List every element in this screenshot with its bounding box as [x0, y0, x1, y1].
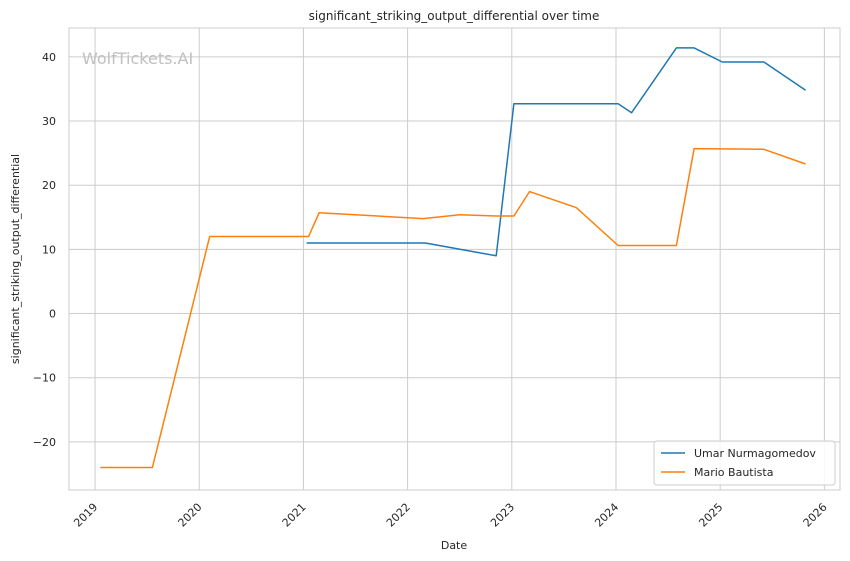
- y-axis-label: significant_striking_output_differential: [9, 154, 22, 364]
- watermark: WolfTickets.AI: [82, 49, 193, 68]
- series-line-mario-bautista: [100, 147, 806, 469]
- y-tick-label: −20: [33, 436, 56, 449]
- y-tick-label: −10: [33, 372, 56, 385]
- plot-frame: [68, 27, 841, 491]
- chart-title: significant_striking_output_differential…: [309, 9, 600, 23]
- legend-label-mario: Mario Bautista: [694, 466, 773, 479]
- y-tick-label: 10: [42, 243, 56, 256]
- series-line-umar-nurmagomedov: [306, 47, 807, 257]
- y-tick-label: 30: [42, 115, 56, 128]
- legend-box: [653, 440, 836, 486]
- legend-label-umar: Umar Nurmagomedov: [694, 447, 816, 460]
- y-tick-label: 0: [49, 308, 56, 321]
- y-tick-label: 40: [42, 51, 56, 64]
- x-axis-label: Date: [441, 539, 468, 552]
- y-tick-label: 20: [42, 179, 56, 192]
- y-axis-ticks: −20 −10 0 10 20 30 40: [33, 51, 56, 449]
- legend: Umar Nurmagomedov Mario Bautista: [653, 440, 836, 486]
- grid: [69, 28, 840, 490]
- series-layer: [100, 47, 807, 469]
